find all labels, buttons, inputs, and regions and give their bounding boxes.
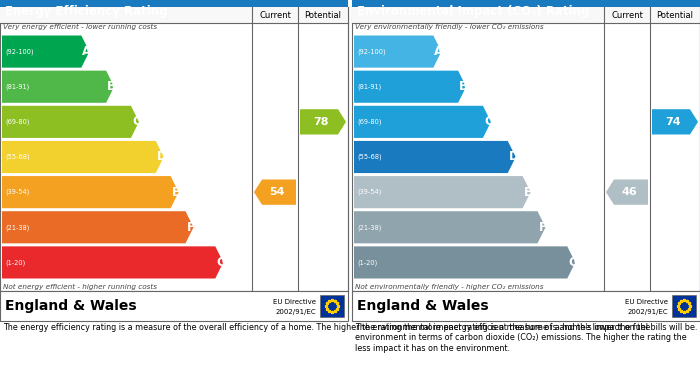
Text: Not environmentally friendly - higher CO₂ emissions: Not environmentally friendly - higher CO…	[355, 284, 543, 290]
Text: (69-80): (69-80)	[5, 118, 29, 125]
Text: (39-54): (39-54)	[357, 189, 382, 196]
Text: England & Wales: England & Wales	[5, 299, 136, 313]
Bar	[352, 7, 700, 291]
Text: C: C	[484, 115, 493, 128]
Text: (55-68): (55-68)	[357, 154, 382, 160]
Text: A: A	[435, 45, 444, 58]
Text: C: C	[132, 115, 141, 128]
Polygon shape	[354, 141, 516, 173]
Text: Energy Efficiency Rating: Energy Efficiency Rating	[5, 5, 167, 18]
Polygon shape	[2, 211, 193, 243]
Text: (81-91): (81-91)	[357, 83, 382, 90]
Bar	[0, 291, 348, 321]
Text: E: E	[172, 186, 180, 199]
Text: 54: 54	[270, 187, 285, 197]
Polygon shape	[652, 109, 698, 135]
Text: G: G	[568, 256, 578, 269]
Bar	[0, 0, 348, 23]
Text: (1-20): (1-20)	[357, 259, 377, 265]
Text: Current: Current	[259, 11, 291, 20]
Text: (81-91): (81-91)	[5, 83, 29, 90]
Text: Current: Current	[611, 11, 643, 20]
Polygon shape	[2, 106, 139, 138]
Text: (55-68): (55-68)	[5, 154, 29, 160]
Text: F: F	[538, 221, 547, 234]
Polygon shape	[300, 109, 346, 135]
Polygon shape	[606, 179, 648, 205]
Polygon shape	[354, 246, 575, 278]
Text: G: G	[216, 256, 226, 269]
Bar	[352, 0, 700, 23]
Bar	[0, 7, 348, 291]
Text: The environmental impact rating is a measure of a home's impact on the environme: The environmental impact rating is a mea…	[355, 323, 687, 353]
Polygon shape	[2, 141, 164, 173]
Bar	[672, 295, 696, 317]
Bar	[0, 7, 348, 23]
Text: 2002/91/EC: 2002/91/EC	[275, 309, 316, 315]
Polygon shape	[2, 246, 223, 278]
Text: Environmental Impact (CO₂) Rating: Environmental Impact (CO₂) Rating	[357, 5, 589, 18]
Bar	[320, 295, 344, 317]
Text: E: E	[524, 186, 531, 199]
Text: 46: 46	[621, 187, 637, 197]
Text: 78: 78	[314, 117, 329, 127]
Polygon shape	[354, 71, 466, 103]
Text: Potential: Potential	[657, 11, 694, 20]
Polygon shape	[254, 179, 296, 205]
Text: (69-80): (69-80)	[357, 118, 382, 125]
Text: The energy efficiency rating is a measure of the overall efficiency of a home. T: The energy efficiency rating is a measur…	[3, 323, 697, 332]
Text: Very energy efficient - lower running costs: Very energy efficient - lower running co…	[3, 24, 157, 30]
Polygon shape	[354, 211, 545, 243]
Text: 2002/91/EC: 2002/91/EC	[627, 309, 668, 315]
Polygon shape	[354, 36, 442, 68]
Polygon shape	[2, 71, 114, 103]
Text: A: A	[83, 45, 92, 58]
Text: Very environmentally friendly - lower CO₂ emissions: Very environmentally friendly - lower CO…	[355, 24, 544, 30]
Bar	[352, 7, 700, 23]
Text: (39-54): (39-54)	[5, 189, 29, 196]
Text: B: B	[459, 80, 468, 93]
Polygon shape	[2, 36, 90, 68]
Bar	[352, 291, 700, 321]
Text: D: D	[509, 151, 519, 163]
Text: EU Directive: EU Directive	[625, 298, 668, 305]
Text: England & Wales: England & Wales	[357, 299, 489, 313]
Text: (92-100): (92-100)	[5, 48, 34, 55]
Text: F: F	[186, 221, 195, 234]
Text: (21-38): (21-38)	[357, 224, 382, 231]
Text: EU Directive: EU Directive	[273, 298, 316, 305]
Text: B: B	[107, 80, 116, 93]
Text: Potential: Potential	[304, 11, 342, 20]
Polygon shape	[2, 176, 178, 208]
Text: (21-38): (21-38)	[5, 224, 29, 231]
Polygon shape	[354, 106, 491, 138]
Text: 74: 74	[665, 117, 681, 127]
Polygon shape	[354, 176, 531, 208]
Text: (92-100): (92-100)	[357, 48, 386, 55]
Text: Not energy efficient - higher running costs: Not energy efficient - higher running co…	[3, 284, 157, 290]
Text: (1-20): (1-20)	[5, 259, 25, 265]
Text: D: D	[157, 151, 167, 163]
